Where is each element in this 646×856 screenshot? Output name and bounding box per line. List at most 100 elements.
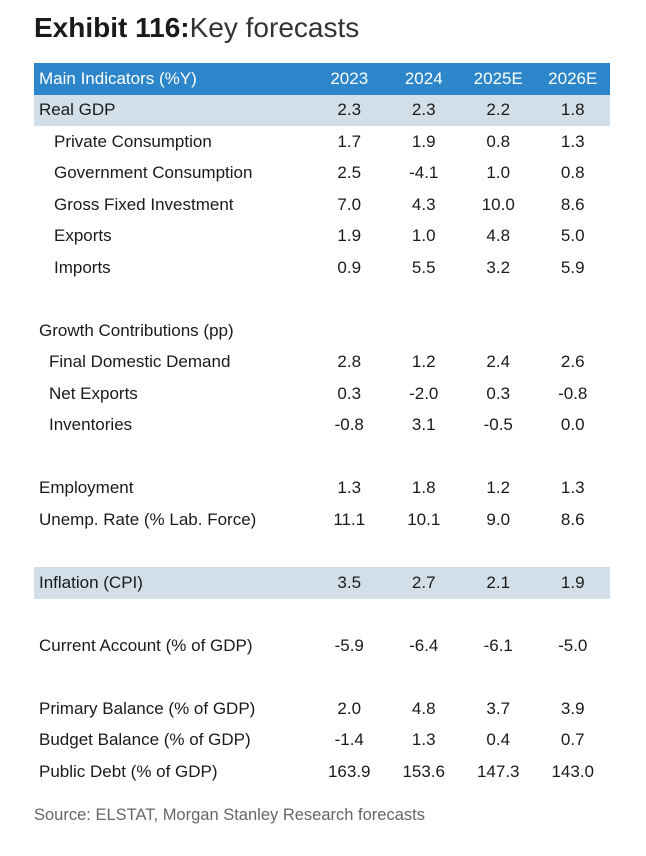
row-value: 0.9 — [337, 257, 362, 277]
row-value — [461, 662, 536, 694]
row-label: Imports — [54, 257, 111, 277]
table-row — [34, 284, 610, 316]
row-value: 153.6 — [402, 761, 446, 781]
row-label: Inventories — [49, 415, 133, 435]
row-value: 4.8 — [411, 698, 436, 718]
exhibit-number: Exhibit 116: — [34, 12, 190, 43]
row-value: 3.5 — [337, 572, 362, 592]
exhibit-title: Exhibit 116:Key forecasts — [34, 10, 359, 46]
row-value: -1.4 — [334, 730, 364, 750]
row-value — [387, 536, 462, 568]
table-header-row: Main Indicators (%Y) 2023 2024 2025E 202… — [34, 63, 610, 95]
row-label — [34, 599, 312, 631]
source-note: Source: ELSTAT, Morgan Stanley Research … — [34, 806, 425, 824]
table-row: Primary Balance (% of GDP) 2.0 4.8 3.7 3.9 — [34, 693, 610, 725]
table-row: Exports 1.9 1.0 4.8 5.0 — [34, 221, 610, 253]
row-value — [387, 662, 462, 694]
row-label — [34, 441, 312, 473]
row-value — [387, 441, 462, 473]
table-row: Private Consumption 1.7 1.9 0.8 1.3 — [34, 126, 610, 158]
row-value — [536, 536, 611, 568]
row-value — [536, 662, 611, 694]
row-value: 0.0 — [560, 415, 585, 435]
table-row — [34, 662, 610, 694]
row-value — [312, 599, 387, 631]
row-label: Final Domestic Demand — [49, 352, 231, 372]
row-value — [312, 536, 387, 568]
row-label: Employment — [39, 478, 134, 498]
row-value: 143.0 — [551, 761, 595, 781]
table-row: Growth Contributions (pp) — [34, 315, 610, 347]
table-row: Government Consumption 2.5 -4.1 1.0 0.8 — [34, 158, 610, 190]
row-value: 11.1 — [333, 509, 366, 529]
row-label: Unemp. Rate (% Lab. Force) — [39, 509, 257, 529]
row-value: 4.3 — [411, 194, 436, 214]
header-2026e: 2026E — [548, 68, 598, 88]
row-value: 3.9 — [560, 698, 585, 718]
table-row: Employment 1.3 1.8 1.2 1.3 — [34, 473, 610, 505]
row-label: Public Debt (% of GDP) — [39, 761, 218, 781]
header-indicator: Main Indicators (%Y) — [39, 68, 197, 88]
row-value — [536, 284, 611, 316]
row-value: 8.6 — [560, 194, 585, 214]
table-row — [34, 536, 610, 568]
row-value: 5.9 — [560, 257, 585, 277]
row-label: Government Consumption — [54, 163, 253, 183]
row-value: 7.0 — [337, 194, 362, 214]
table-row: Budget Balance (% of GDP) -1.4 1.3 0.4 0.7 — [34, 725, 610, 757]
row-value: 1.7 — [337, 131, 362, 151]
table-row: Inventories -0.8 3.1 -0.5 0.0 — [34, 410, 610, 442]
row-label: Gross Fixed Investment — [54, 194, 234, 214]
table-row: Imports 0.9 5.5 3.2 5.9 — [34, 252, 610, 284]
row-value: 0.3 — [486, 383, 511, 403]
table-row: Unemp. Rate (% Lab. Force) 11.1 10.1 9.0 8.6 — [34, 504, 610, 536]
row-label: Inflation (CPI) — [39, 572, 143, 592]
row-value: -0.8 — [558, 383, 588, 403]
row-value: 10.0 — [481, 194, 515, 214]
row-value — [387, 284, 462, 316]
row-value: 0.8 — [486, 131, 511, 151]
table-row: Gross Fixed Investment 7.0 4.3 10.0 8.6 — [34, 189, 610, 221]
row-value — [536, 599, 611, 631]
row-label: Primary Balance (% of GDP) — [39, 698, 256, 718]
row-value: 8.6 — [560, 509, 585, 529]
row-value: 2.5 — [337, 163, 362, 183]
row-value: 2.6 — [560, 352, 585, 372]
row-value: 1.3 — [560, 478, 585, 498]
row-value — [461, 599, 536, 631]
row-value: -2.0 — [409, 383, 439, 403]
row-value: 163.9 — [327, 761, 371, 781]
row-value: 2.7 — [411, 572, 436, 592]
row-value: -6.4 — [409, 635, 439, 655]
row-value: 3.2 — [486, 257, 511, 277]
row-value: 1.9 — [337, 226, 362, 246]
row-value: 1.3 — [411, 730, 436, 750]
row-value: 9.0 — [486, 509, 511, 529]
row-value: 2.4 — [486, 352, 511, 372]
row-label — [34, 284, 312, 316]
row-value — [461, 315, 536, 347]
row-value — [312, 441, 387, 473]
forecast-table: Main Indicators (%Y) 2023 2024 2025E 202… — [34, 63, 610, 788]
row-value: 0.8 — [560, 163, 585, 183]
row-value: 2.3 — [411, 100, 436, 120]
row-value — [312, 284, 387, 316]
row-value: -6.1 — [483, 635, 513, 655]
row-value: 3.7 — [486, 698, 511, 718]
header-2023: 2023 — [330, 68, 369, 88]
row-value — [536, 315, 611, 347]
row-value — [387, 315, 462, 347]
row-value — [461, 441, 536, 473]
row-value: 1.0 — [411, 226, 436, 246]
row-value: 1.0 — [486, 163, 511, 183]
row-value: 0.7 — [560, 730, 585, 750]
row-value: 147.3 — [476, 761, 520, 781]
table-row: Real GDP 2.3 2.3 2.2 1.8 — [34, 94, 610, 126]
row-label — [34, 536, 312, 568]
row-value: 2.3 — [337, 100, 362, 120]
exhibit-subtitle: Key forecasts — [189, 12, 360, 43]
row-value — [461, 284, 536, 316]
row-value: 4.8 — [486, 226, 511, 246]
table-row — [34, 599, 610, 631]
